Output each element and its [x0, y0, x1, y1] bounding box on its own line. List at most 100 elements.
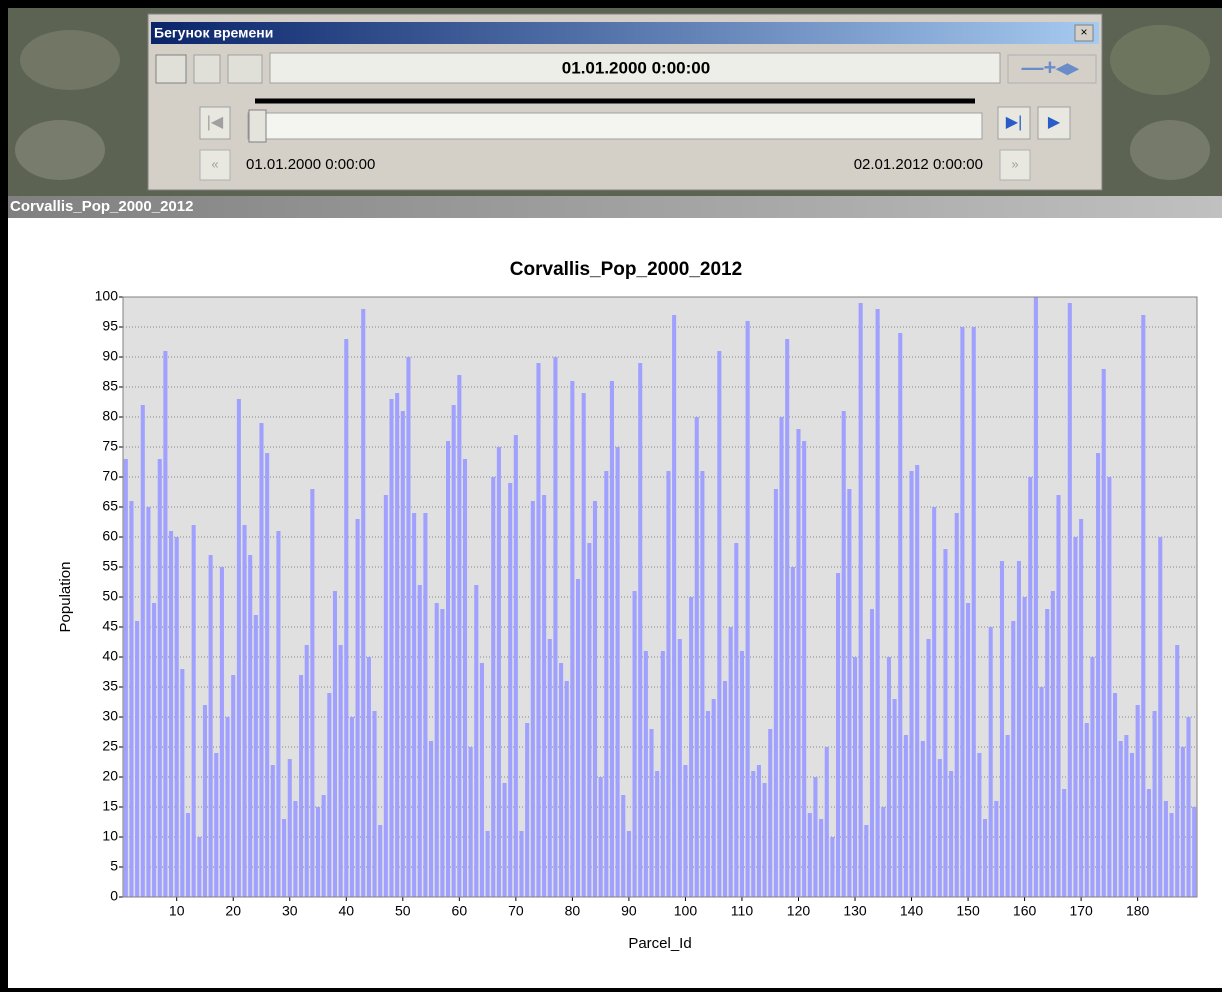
bar [209, 555, 213, 897]
bar [559, 663, 563, 897]
x-tick-label: 40 [338, 903, 354, 919]
bar [276, 531, 280, 897]
x-tick-label: 110 [731, 903, 754, 919]
bar [378, 825, 382, 897]
bar [141, 405, 145, 897]
bar [129, 501, 133, 897]
bar [587, 543, 591, 897]
bar [926, 639, 930, 897]
start-time: 01.01.2000 0:00:00 [246, 156, 375, 173]
bar [638, 363, 642, 897]
bar [836, 573, 840, 897]
bar [904, 735, 908, 897]
x-tick-label: 60 [452, 903, 468, 919]
bar [367, 657, 371, 897]
y-tick-label: 70 [102, 468, 118, 484]
bar [491, 477, 495, 897]
bar [259, 423, 263, 897]
bar [864, 825, 868, 897]
bar [553, 357, 557, 897]
bar [310, 489, 314, 897]
bar [825, 747, 829, 897]
bar [994, 801, 998, 897]
bar [1034, 297, 1038, 897]
bar [384, 495, 388, 897]
y-tick-label: 15 [102, 798, 118, 814]
bar [1186, 717, 1190, 897]
bar [972, 327, 976, 897]
bar [542, 495, 546, 897]
bar [1113, 693, 1117, 897]
slider-thumb[interactable] [249, 110, 266, 142]
bar [870, 609, 874, 897]
x-tick-label: 30 [282, 903, 298, 919]
bar [802, 441, 806, 897]
step-back-icon: « [211, 156, 218, 171]
dialog-title: Бегунок времени [154, 25, 273, 41]
list-button[interactable] [194, 55, 220, 83]
options-button[interactable] [156, 55, 186, 83]
bar [497, 447, 501, 897]
bar [565, 681, 569, 897]
y-tick-label: 5 [110, 858, 118, 874]
bar [531, 501, 535, 897]
bar [977, 753, 981, 897]
bar [339, 645, 343, 897]
bar [644, 651, 648, 897]
bar [293, 801, 297, 897]
bar [921, 741, 925, 897]
bar [514, 435, 518, 897]
bar [1107, 477, 1111, 897]
bar [779, 417, 783, 897]
bar [853, 657, 857, 897]
x-tick-label: 170 [1069, 903, 1093, 919]
bar [898, 333, 902, 897]
bar [666, 471, 670, 897]
bar [1192, 807, 1196, 897]
bar [893, 699, 897, 897]
bar [508, 483, 512, 897]
bar [842, 411, 846, 897]
bar [457, 375, 461, 897]
y-tick-label: 85 [102, 378, 118, 394]
y-tick-label: 75 [102, 438, 118, 454]
x-tick-label: 90 [621, 903, 637, 919]
bar [1017, 561, 1021, 897]
y-tick-label: 30 [102, 708, 118, 724]
bar [401, 411, 405, 897]
bar [683, 765, 687, 897]
x-tick-label: 120 [787, 903, 811, 919]
step-forward-icon: » [1011, 156, 1018, 171]
slider-track[interactable] [248, 113, 982, 139]
bar [237, 399, 241, 897]
bar [423, 513, 427, 897]
bar [356, 519, 360, 897]
bar [881, 807, 885, 897]
screen: Бегунок времени × 01.01.2000 0:00:00 —+◂… [0, 0, 1222, 992]
bar [152, 603, 156, 897]
bar [672, 315, 676, 897]
bar [1028, 477, 1032, 897]
current-time: 01.01.2000 0:00:00 [562, 58, 710, 77]
bar [1124, 735, 1128, 897]
bar [796, 429, 800, 897]
bar [791, 567, 795, 897]
export-button[interactable] [228, 55, 262, 83]
bar [299, 675, 303, 897]
y-tick-label: 60 [102, 528, 118, 544]
x-tick-label: 140 [900, 903, 924, 919]
bar [938, 759, 942, 897]
bar [1175, 645, 1179, 897]
y-tick-label: 25 [102, 738, 118, 754]
bar [333, 591, 337, 897]
bar [395, 393, 399, 897]
bar [265, 453, 269, 897]
bar [1073, 537, 1077, 897]
bar [955, 513, 959, 897]
bar [1068, 303, 1072, 897]
bar [474, 585, 478, 897]
y-tick-label: 50 [102, 588, 118, 604]
y-tick-label: 40 [102, 648, 118, 664]
bar [768, 729, 772, 897]
bar [943, 549, 947, 897]
